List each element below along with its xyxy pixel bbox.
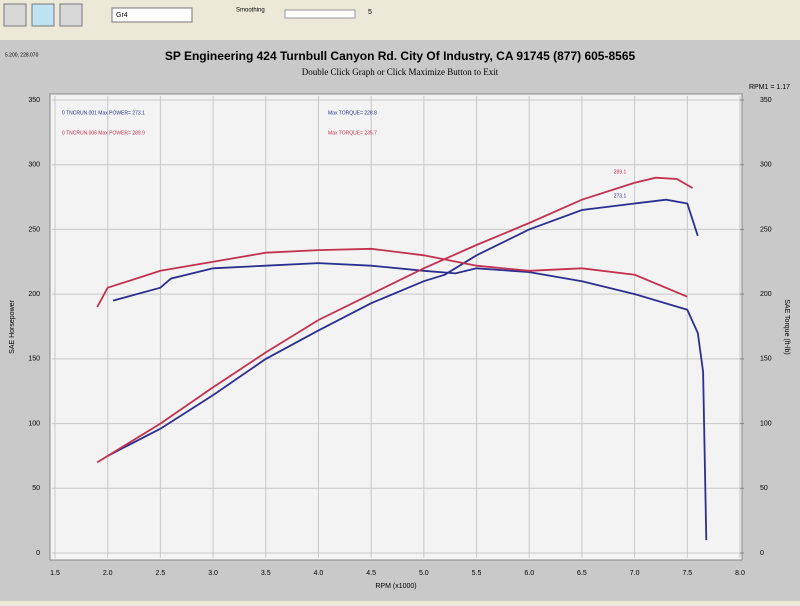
y-tick-label: 200	[28, 291, 40, 298]
tool-button[interactable]	[31, 3, 55, 27]
x-tick-label: 1.5	[50, 570, 60, 577]
corner-note: RPM1 = 1.17	[749, 84, 790, 91]
series-line	[96, 176, 694, 464]
chart-subtitle: Double Click Graph or Click Maximize But…	[302, 67, 499, 77]
y2-tick-label: 300	[760, 162, 772, 169]
y-tick-label: 350	[28, 97, 40, 104]
tool-button[interactable]	[3, 3, 27, 27]
smoothing-slider[interactable]	[284, 9, 356, 19]
dropdown[interactable]	[111, 7, 193, 23]
y2-tick-label: 0	[760, 550, 764, 557]
x-tick-label: 5.0	[419, 570, 429, 577]
x-tick-label: 3.5	[261, 570, 271, 577]
x-tick-label: 2.5	[156, 570, 166, 577]
y2-tick-label: 200	[760, 291, 772, 298]
annotation: 273.1	[614, 193, 627, 199]
y2-tick-label: 250	[760, 226, 772, 233]
chart-title: SP Engineering 424 Turnbull Canyon Rd. C…	[165, 49, 636, 63]
x-tick-label: 6.5	[577, 570, 587, 577]
y2-tick-label: 100	[760, 420, 772, 427]
cursor-readout: 5.200, 228.070	[5, 52, 39, 58]
legend-entry: 0 TNCRUN.001 Max POWER= 273.1	[62, 110, 145, 116]
dropdown-value: Gr4	[116, 12, 128, 19]
y-tick-label: 250	[28, 226, 40, 233]
legend-entry: Max TORQUE= 235.7	[328, 130, 377, 136]
y-tick-label: 150	[28, 356, 40, 363]
smoothing-value: 5	[368, 9, 372, 16]
series-line	[107, 198, 699, 457]
x-tick-label: 2.0	[103, 570, 113, 577]
x-tick-label: 3.0	[208, 570, 218, 577]
x-tick-label: 6.0	[524, 570, 534, 577]
y2-tick-label: 50	[760, 485, 768, 492]
series-line	[96, 247, 688, 308]
y2-tick-label: 150	[760, 356, 772, 363]
x-tick-label: 4.5	[366, 570, 376, 577]
x-tick-label: 7.5	[682, 570, 692, 577]
smoothing-label: Smoothing	[236, 8, 265, 14]
x-tick-label: 5.5	[472, 570, 482, 577]
x-tick-label: 8.0	[735, 570, 745, 577]
x-tick-label: 7.0	[630, 570, 640, 577]
annotation: 289.1	[614, 169, 627, 175]
y-tick-label: 300	[28, 162, 40, 169]
series-line	[112, 262, 708, 541]
y-tick-label: 50	[32, 485, 40, 492]
y-axis-label: SAE Horsepower	[9, 299, 16, 353]
x-tick-label: 4.0	[314, 570, 324, 577]
legend-entry: Max TORQUE= 228.8	[328, 110, 377, 116]
plot-area	[49, 93, 743, 561]
tool-button[interactable]	[59, 3, 83, 27]
x-axis-label: RPM (x1000)	[375, 583, 416, 590]
y-tick-label: 100	[28, 420, 40, 427]
y2-tick-label: 350	[760, 97, 772, 104]
legend-entry: 0 TNCRUN.006 Max POWER= 289.9	[62, 130, 145, 136]
y-tick-label: 0	[36, 550, 40, 557]
y2-axis-label: SAE Torque (ft-lb)	[783, 299, 790, 355]
